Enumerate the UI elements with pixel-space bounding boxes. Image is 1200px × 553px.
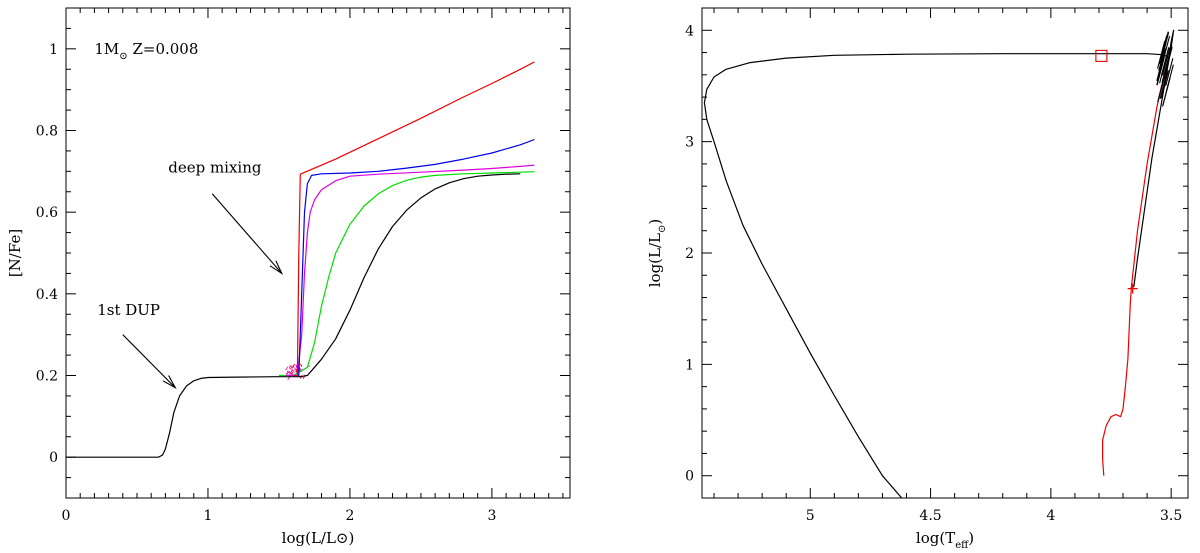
left-annotations: 1M⊙ Z=0.008 deep mixing 1st DUP: [94, 40, 284, 390]
left-branch-tip-scatter: [291, 368, 295, 373]
right-y-axis-label: log(L/L⊙): [646, 219, 668, 288]
left-series-line-3: [293, 138, 535, 377]
left-annotation-first-dup: 1st DUP: [97, 301, 160, 319]
left-arrow-deep-mixing: [211, 193, 283, 274]
right-x-tick-label: 3.5: [1160, 508, 1182, 524]
left-branch-tip-scatter: [285, 366, 289, 371]
right-marker-plus: [1127, 283, 1138, 294]
left-y-tick-label: 1: [49, 42, 58, 58]
right-series: [703, 29, 1175, 499]
left-x-axis-label: log(L/L⊙): [282, 529, 355, 547]
left-branch-tip-scatter: [289, 365, 293, 368]
left-axis-ticks: 0 1 2 3 0 0.2 0.4 0.6 0.8 1: [36, 7, 570, 524]
right-agb-scribble: [1162, 78, 1171, 107]
right-series-line-0: [703, 29, 1175, 290]
left-annotation-mass-metallicity: 1M⊙ Z=0.008: [94, 40, 198, 62]
right-x-tick-label: 5: [806, 508, 815, 524]
left-y-tick-label: 0.8: [36, 124, 58, 140]
left-arrow-first-dup-head: [162, 375, 177, 390]
right-y-tick-label: 4: [685, 23, 694, 39]
right-panel: 5 4.5 4 3.5 0 1 2 3 4 log(Teff) log(L/L⊙): [646, 7, 1189, 551]
right-marker-square: [1095, 49, 1108, 62]
right-agb-scribble: [1162, 47, 1171, 76]
right-x-tick-label: 4: [1046, 508, 1055, 524]
left-series: [66, 61, 535, 458]
left-arrow-first-dup: [122, 334, 176, 389]
left-branch-tip-scatter: [285, 372, 288, 375]
right-agb-scribble: [1160, 32, 1170, 61]
right-series-line-1: [713, 141, 903, 499]
right-agb-scribble: [1160, 70, 1170, 99]
right-y-tick-label: 1: [685, 357, 694, 373]
right-agb-scribble: [1165, 58, 1174, 87]
left-x-tick-label: 2: [345, 508, 354, 524]
left-series-line-1: [279, 171, 535, 377]
left-branch-tip-scatter: [287, 371, 291, 374]
right-x-tick-label: 4.5: [919, 508, 941, 524]
left-arrow-deep-mixing-head: [269, 260, 284, 275]
left-branch-tip-scatter: [286, 372, 289, 375]
right-agb-scribble: [1159, 55, 1168, 84]
right-axis-ticks: 5 4.5 4 3.5 0 1 2 3 4: [685, 7, 1188, 524]
right-y-tick-label: 0: [685, 469, 694, 485]
left-branch-tip-scatter: [286, 370, 289, 373]
right-agb-scribble: [1158, 68, 1167, 97]
right-plot-frame: [701, 7, 1189, 499]
left-branch-tip-scatter: [295, 364, 298, 369]
left-branch-tip-scatter: [308, 365, 311, 368]
left-branch-tip-scatter: [288, 367, 292, 370]
right-agb-scribble: [1156, 56, 1165, 85]
right-agb-scribble: [1158, 36, 1168, 65]
left-branch-tip-scatter: [292, 363, 296, 369]
left-series-line-2: [286, 164, 535, 377]
right-series-line-2: [1102, 72, 1167, 476]
left-annotation-deep-mixing: deep mixing: [168, 158, 262, 176]
right-y-tick-label: 3: [685, 135, 694, 151]
left-series-line-4: [293, 61, 535, 377]
left-y-tick-label: 0.6: [36, 205, 58, 221]
left-branch-tip-scatter: [290, 369, 293, 373]
right-agb-scribble: [1159, 71, 1168, 100]
left-y-axis-label: [N/Fe]: [6, 229, 24, 277]
left-y-tick-label: 0.4: [36, 287, 58, 303]
right-y-tick-label: 2: [685, 246, 694, 262]
left-plot-frame: [65, 7, 571, 499]
right-agb-scribble: [1157, 48, 1167, 77]
right-agb-scribble: [1157, 40, 1166, 69]
left-y-tick-label: 0: [49, 450, 58, 466]
left-x-tick-label: 3: [487, 508, 496, 524]
right-x-axis-label: log(Teff): [916, 529, 974, 551]
left-series-line-0: [66, 173, 521, 458]
left-branch-tip-scatter: [300, 363, 303, 367]
left-x-tick-label: 0: [62, 508, 71, 524]
left-panel: 0 1 2 3 0 0.2 0.4 0.6 0.8 1 1M⊙ Z=0.008 deep mixin…: [6, 7, 571, 547]
right-markers: [1095, 49, 1138, 294]
left-x-tick-label: 1: [204, 508, 213, 524]
left-y-tick-label: 0.2: [36, 369, 58, 385]
